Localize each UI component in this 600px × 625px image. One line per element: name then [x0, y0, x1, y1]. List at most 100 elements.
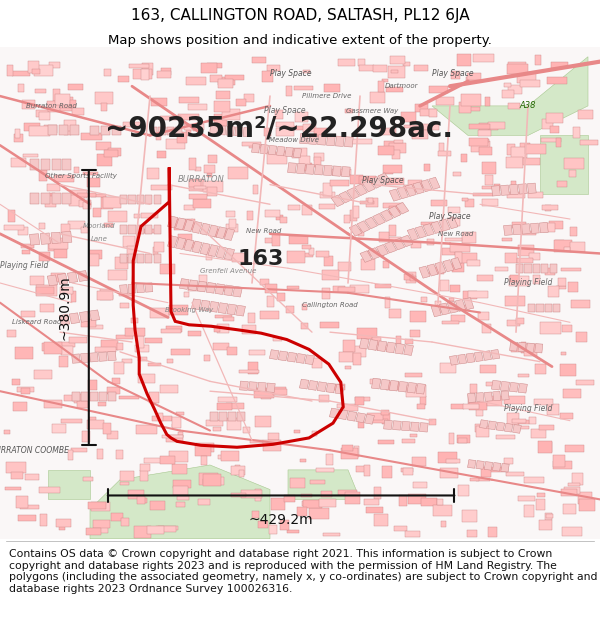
- Bar: [248, 146, 268, 149]
- Bar: [128, 254, 136, 263]
- Bar: [202, 456, 206, 465]
- Bar: [355, 184, 367, 196]
- Bar: [150, 501, 164, 511]
- Bar: [451, 244, 470, 251]
- Bar: [535, 399, 553, 405]
- Bar: [289, 236, 308, 244]
- Bar: [545, 268, 555, 274]
- Bar: [216, 227, 226, 239]
- Bar: [62, 194, 71, 204]
- Bar: [276, 121, 295, 127]
- Bar: [563, 504, 576, 514]
- Bar: [421, 179, 432, 192]
- Bar: [88, 380, 97, 390]
- Bar: [59, 287, 73, 294]
- Bar: [103, 196, 121, 208]
- Bar: [179, 279, 189, 289]
- Bar: [403, 468, 413, 474]
- Bar: [367, 507, 383, 513]
- Bar: [69, 337, 87, 343]
- Bar: [97, 449, 103, 459]
- Bar: [302, 245, 311, 249]
- Bar: [104, 223, 113, 228]
- Bar: [571, 299, 590, 308]
- Bar: [447, 301, 458, 313]
- Bar: [386, 178, 404, 185]
- Bar: [23, 154, 38, 158]
- Bar: [210, 412, 218, 421]
- Bar: [80, 353, 89, 362]
- Bar: [401, 421, 410, 431]
- Bar: [145, 283, 153, 292]
- Bar: [455, 253, 462, 263]
- Bar: [379, 440, 394, 444]
- Bar: [503, 225, 512, 236]
- Bar: [324, 256, 334, 266]
- Bar: [309, 248, 314, 255]
- Bar: [509, 342, 518, 351]
- Bar: [482, 186, 499, 189]
- Bar: [452, 261, 464, 272]
- Bar: [50, 272, 65, 282]
- Bar: [326, 383, 335, 393]
- Bar: [521, 231, 536, 235]
- Bar: [521, 224, 530, 234]
- Bar: [34, 370, 52, 379]
- Bar: [548, 286, 559, 297]
- Bar: [563, 247, 570, 251]
- Bar: [295, 430, 300, 433]
- Bar: [373, 66, 388, 72]
- Bar: [501, 464, 509, 472]
- Bar: [79, 311, 90, 322]
- Bar: [410, 311, 426, 322]
- Bar: [81, 227, 89, 233]
- Bar: [233, 286, 242, 297]
- Bar: [413, 482, 427, 488]
- Bar: [175, 219, 195, 230]
- Bar: [112, 378, 120, 384]
- Bar: [226, 403, 244, 409]
- Bar: [280, 217, 287, 222]
- Bar: [127, 246, 136, 255]
- Bar: [398, 381, 407, 392]
- Bar: [11, 158, 26, 167]
- Bar: [169, 305, 188, 314]
- Bar: [439, 142, 444, 155]
- Bar: [382, 410, 389, 414]
- Bar: [61, 346, 73, 355]
- Bar: [435, 262, 446, 274]
- Bar: [345, 109, 353, 113]
- Bar: [509, 276, 529, 286]
- Bar: [357, 221, 370, 232]
- Bar: [427, 239, 434, 245]
- Bar: [119, 293, 131, 296]
- Bar: [555, 240, 564, 249]
- Bar: [44, 342, 62, 354]
- Bar: [350, 285, 369, 292]
- Bar: [138, 357, 147, 361]
- Bar: [108, 271, 127, 280]
- Bar: [568, 282, 578, 292]
- Bar: [412, 458, 426, 466]
- Bar: [459, 102, 471, 113]
- Bar: [287, 286, 299, 289]
- Bar: [536, 304, 544, 312]
- Bar: [511, 148, 527, 158]
- Bar: [496, 435, 515, 439]
- Bar: [525, 144, 545, 154]
- Bar: [91, 503, 110, 511]
- Bar: [152, 248, 158, 255]
- Bar: [271, 498, 284, 510]
- Bar: [394, 141, 403, 144]
- Bar: [386, 87, 403, 92]
- Bar: [34, 65, 53, 76]
- Bar: [430, 268, 444, 274]
- Bar: [479, 420, 488, 429]
- Bar: [263, 440, 281, 451]
- Bar: [90, 392, 98, 401]
- Bar: [458, 354, 467, 364]
- Bar: [365, 217, 377, 229]
- Bar: [473, 54, 494, 62]
- Bar: [116, 450, 123, 459]
- Bar: [175, 126, 182, 136]
